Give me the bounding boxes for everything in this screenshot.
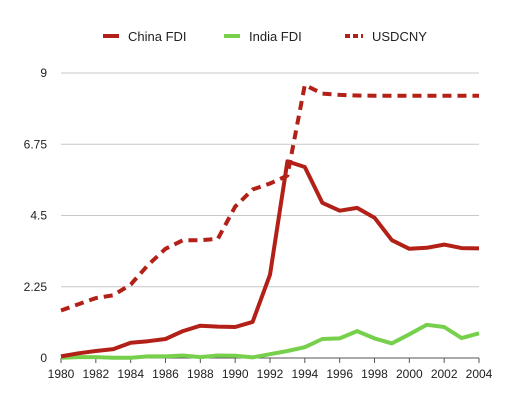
series-line-china-fdi <box>60 159 480 359</box>
x-tick-label: 1996 <box>326 367 353 381</box>
x-tick-label: 2004 <box>466 367 493 381</box>
legend-item-china-fdi: China FDI <box>103 26 187 46</box>
y-tick-label: 0 <box>40 351 47 365</box>
legend-label-china-fdi: China FDI <box>128 28 187 44</box>
x-tick-label: 1986 <box>152 367 179 381</box>
y-tick-label: 4.5 <box>30 209 47 223</box>
series-line-india-fdi <box>60 322 480 360</box>
y-tick-label: 2.25 <box>24 280 48 294</box>
legend-swatch-usdcny <box>345 34 363 38</box>
x-tick-label: 1982 <box>82 367 109 381</box>
x-tick-label: 2002 <box>431 367 458 381</box>
legend-label-india-fdi: India FDI <box>249 28 302 44</box>
x-tick-label: 1998 <box>361 367 388 381</box>
x-tick-label: 2000 <box>396 367 423 381</box>
x-tick-label: 1990 <box>222 367 249 381</box>
legend-swatch-china-fdi <box>103 34 119 38</box>
legend-label-usdcny: USDCNY <box>372 28 427 44</box>
x-tick-label: 1980 <box>48 367 75 381</box>
series-line-usdcny <box>60 83 479 313</box>
legend-item-usdcny: USDCNY <box>345 26 427 46</box>
legend-swatch-india-fdi <box>224 34 240 38</box>
x-tick-label: 1988 <box>187 367 214 381</box>
legend-item-india-fdi: India FDI <box>224 26 302 46</box>
y-tick-label: 6.75 <box>24 137 48 151</box>
x-tick-label: 1984 <box>117 367 144 381</box>
x-tick-label: 1992 <box>257 367 284 381</box>
x-tick-label: 1994 <box>291 367 318 381</box>
y-tick-label: 9 <box>40 66 47 80</box>
